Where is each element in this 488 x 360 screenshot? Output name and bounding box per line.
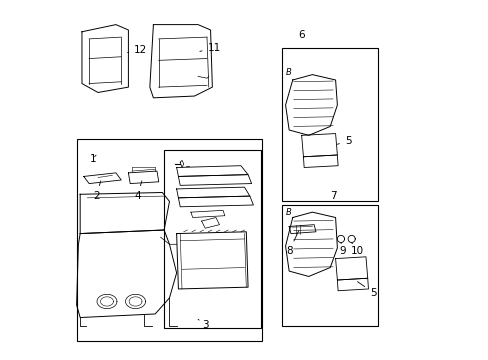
Bar: [164, 150, 260, 328]
Text: 9: 9: [339, 243, 346, 256]
Bar: [282, 48, 378, 202]
Text: 1: 1: [89, 154, 96, 163]
Text: 5: 5: [337, 136, 351, 146]
Text: B: B: [285, 208, 291, 217]
Text: 10: 10: [350, 243, 363, 256]
Text: 6: 6: [298, 30, 305, 40]
Text: 8: 8: [285, 231, 298, 256]
Text: 7: 7: [330, 191, 336, 201]
Text: 11: 11: [200, 43, 220, 53]
Text: 12: 12: [127, 45, 147, 55]
Text: 5: 5: [357, 282, 376, 297]
Bar: [77, 139, 262, 341]
Text: B: B: [285, 68, 291, 77]
Text: 2: 2: [93, 181, 101, 201]
Text: 3: 3: [198, 319, 208, 330]
Bar: [282, 205, 378, 327]
Text: 4: 4: [134, 181, 142, 201]
